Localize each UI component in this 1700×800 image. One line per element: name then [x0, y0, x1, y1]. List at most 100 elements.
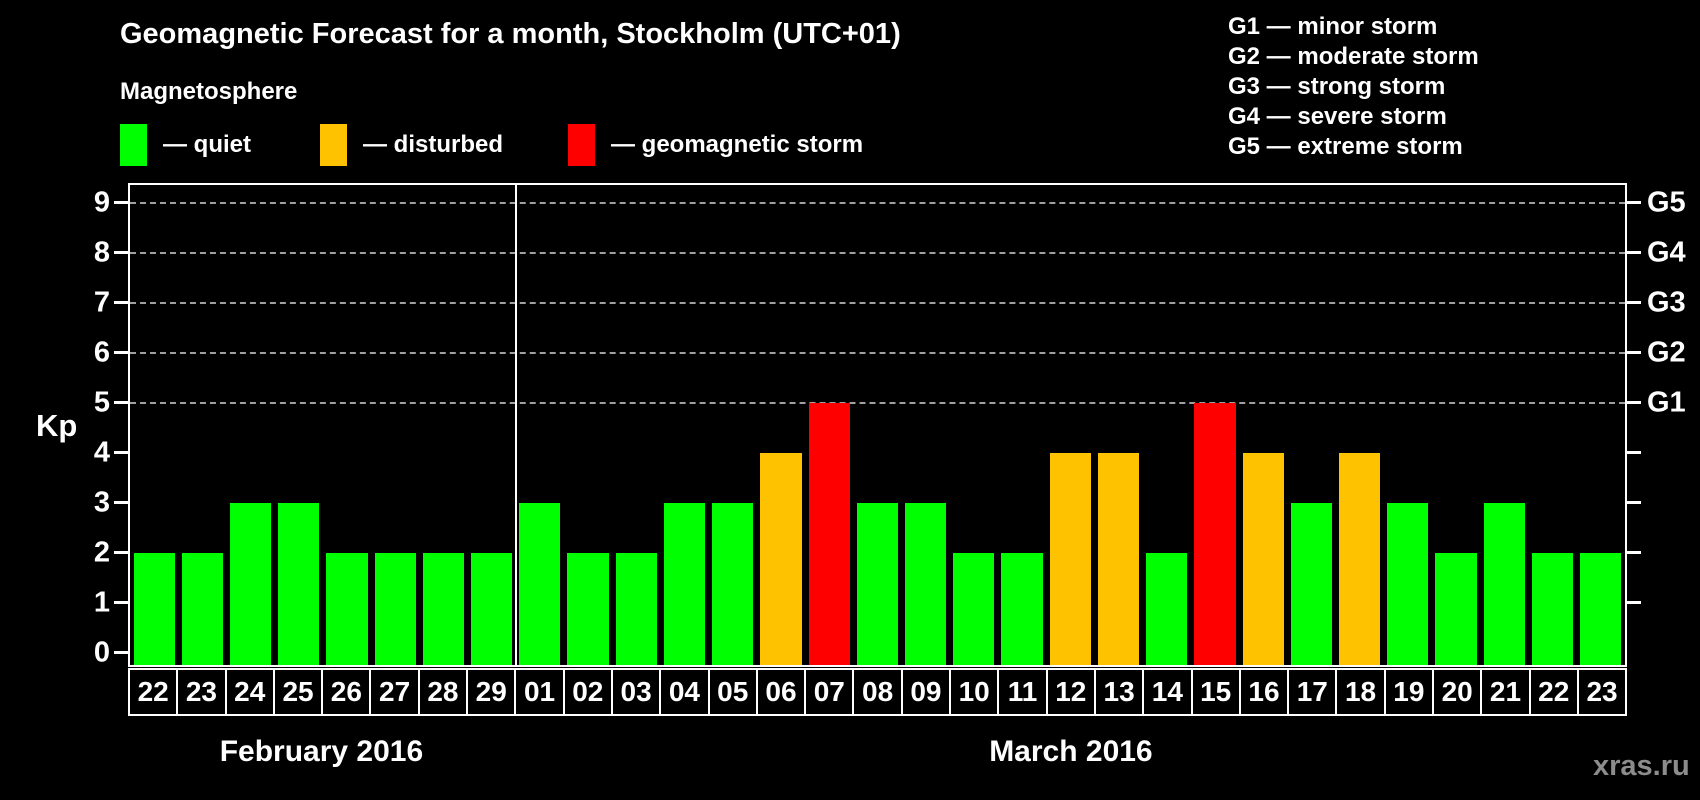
- legend-item-storm: — geomagnetic storm: [568, 123, 863, 167]
- right-tick-kp8: [1627, 251, 1641, 254]
- kp-tick-label-5: 5: [93, 386, 110, 419]
- kp-bar-day-06-disturbed: [760, 453, 802, 665]
- day-label-cell: 22: [128, 668, 179, 716]
- bar-slot-day-02: [564, 185, 612, 665]
- day-label-cell: 23: [176, 668, 227, 716]
- bar-slot-day-17: [1287, 185, 1335, 665]
- day-axis: 22 23 24 25 26 27 28 29 01 02 03 04 05 06 07 08 09 10 11 12…: [128, 668, 1628, 716]
- bar-slot-day-19: [1384, 185, 1432, 665]
- bar-slot-day-04: [660, 185, 708, 665]
- kp-bar-day-26-quiet: [326, 553, 368, 665]
- day-label-cell: 08: [852, 668, 903, 716]
- bar-slot-day-15: [1191, 185, 1239, 665]
- g-scale-legend: G1 — minor storm G2 — moderate storm G3 — …: [1228, 12, 1479, 162]
- magnetosphere-label: Magnetosphere: [120, 78, 298, 105]
- bar-slot-day-20: [1432, 185, 1480, 665]
- day-label-cell: 13: [1093, 668, 1145, 716]
- bar-slot-day-01: [516, 185, 564, 665]
- chart-title: Geomagnetic Forecast for a month, Stockh…: [120, 18, 901, 50]
- kp-bar-day-09-quiet: [905, 503, 947, 665]
- kp-bar-day-29-quiet: [471, 553, 513, 665]
- kp-bar-day-22-quiet: [133, 553, 175, 665]
- kp-bar-day-03-quiet: [615, 553, 657, 665]
- legend-label: — geomagnetic storm: [611, 131, 864, 158]
- day-label-cell: 10: [949, 668, 1000, 716]
- kp-tick-label-3: 3: [93, 486, 110, 519]
- g-legend-line: G4 — severe storm: [1228, 103, 1447, 130]
- kp-bar-day-02-quiet: [567, 553, 609, 665]
- day-label-cell: 11: [997, 668, 1048, 716]
- kp-bar-day-08-quiet: [856, 503, 898, 665]
- right-tick-kp1: [1627, 601, 1641, 604]
- left-tick-kp1: [114, 601, 128, 604]
- day-label-cell: 16: [1238, 668, 1290, 716]
- quiet-swatch-icon: [120, 124, 147, 166]
- day-label-cell: 22: [1528, 668, 1579, 716]
- legend-label: — quiet: [163, 131, 251, 158]
- bar-slot-day-27: [371, 185, 419, 665]
- day-label-cell: 15: [1190, 668, 1241, 716]
- day-label-cell: 21: [1480, 668, 1531, 716]
- right-tick-kp7: [1627, 301, 1641, 304]
- bars-container: [130, 185, 1625, 665]
- g-legend-line: G2 — moderate storm: [1228, 43, 1479, 70]
- kp-bar-day-27-quiet: [374, 553, 416, 665]
- bar-slot-day-23: [178, 185, 226, 665]
- kp-bar-day-12-disturbed: [1049, 453, 1091, 665]
- kp-bar-day-16-disturbed: [1242, 453, 1284, 665]
- gridline-kp9: [130, 202, 1625, 204]
- gridline-kp6: [130, 352, 1625, 354]
- kp-bar-day-04-quiet: [663, 503, 706, 665]
- bar-slot-day-24: [226, 185, 274, 665]
- kp-bar-day-21-quiet: [1483, 503, 1525, 665]
- right-tick-kp3: [1627, 501, 1641, 504]
- kp-tick-label-2: 2: [93, 536, 110, 569]
- gridline-kp7: [130, 302, 1625, 304]
- month-label: March 2016: [989, 735, 1153, 768]
- g-legend-line: G3 — strong storm: [1228, 73, 1446, 100]
- day-label-cell: 04: [659, 668, 710, 716]
- kp-bar-day-23-quiet: [1580, 553, 1622, 665]
- bar-slot-day-16: [1239, 185, 1287, 665]
- day-label-cell: 25: [272, 668, 324, 716]
- kp-bar-day-17-quiet: [1290, 503, 1332, 665]
- bar-slot-day-22: [1528, 185, 1576, 665]
- day-label-cell: 12: [1045, 668, 1096, 716]
- day-label-cell: 02: [562, 668, 613, 716]
- left-tick-kp8: [114, 251, 128, 254]
- watermark: xras.ru: [1593, 750, 1690, 782]
- bar-slot-day-08: [853, 185, 901, 665]
- kp-tick-label-7: 7: [93, 286, 110, 319]
- bar-slot-day-22: [130, 185, 178, 665]
- left-tick-kp6: [114, 351, 128, 354]
- bar-slot-day-10: [950, 185, 998, 665]
- g-level-label-G3: G3: [1647, 286, 1686, 319]
- g-legend-line: G1 — minor storm: [1228, 13, 1438, 40]
- day-label-cell: 29: [466, 668, 517, 716]
- kp-tick-label-0: 0: [93, 636, 110, 669]
- g-level-label-G2: G2: [1647, 336, 1686, 369]
- gridline-kp5: [130, 402, 1625, 404]
- bar-slot-day-11: [998, 185, 1046, 665]
- day-label-cell: 01: [514, 668, 565, 716]
- left-tick-kp5: [114, 401, 128, 404]
- left-tick-kp0: [114, 651, 128, 654]
- g-legend-line: G5 — extreme storm: [1228, 133, 1463, 160]
- kp-bar-day-25-quiet: [278, 503, 320, 665]
- month-divider-line: [514, 185, 517, 665]
- left-tick-kp2: [114, 551, 128, 554]
- kp-bar-day-20-quiet: [1435, 553, 1477, 665]
- bar-slot-day-25: [275, 185, 323, 665]
- y-axis-label: Kp: [36, 408, 78, 443]
- day-label-cell: 14: [1142, 668, 1193, 716]
- right-tick-kp4: [1627, 451, 1641, 454]
- bar-slot-day-28: [419, 185, 467, 665]
- day-label-cell: 17: [1287, 668, 1338, 716]
- kp-bar-day-10-quiet: [953, 553, 995, 665]
- kp-bar-day-13-disturbed: [1097, 453, 1140, 665]
- kp-tick-label-6: 6: [93, 336, 110, 369]
- day-label-cell: 23: [1576, 668, 1628, 716]
- left-tick-kp3: [114, 501, 128, 504]
- day-label-cell: 26: [321, 668, 372, 716]
